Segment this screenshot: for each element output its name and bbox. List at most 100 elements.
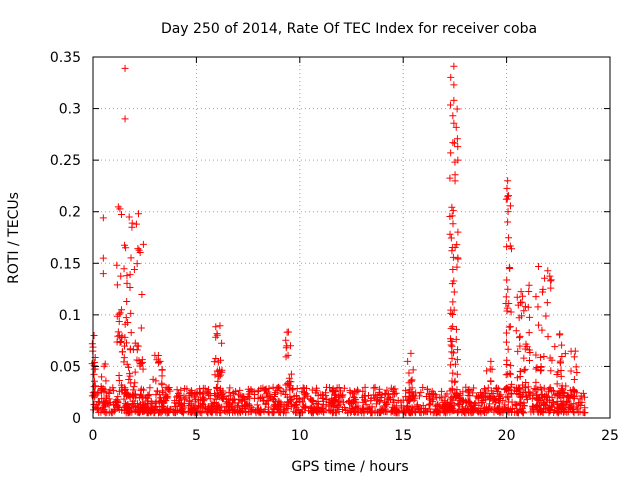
data-point bbox=[447, 361, 455, 369]
data-point bbox=[567, 347, 575, 355]
data-point bbox=[218, 366, 226, 374]
data-point bbox=[523, 343, 531, 351]
data-point bbox=[171, 403, 179, 411]
data-point bbox=[125, 375, 133, 383]
x-tick-label: 15 bbox=[394, 428, 412, 444]
data-point bbox=[578, 398, 586, 406]
data-point bbox=[542, 312, 550, 320]
data-point bbox=[199, 390, 207, 398]
data-point bbox=[116, 339, 124, 347]
data-point bbox=[90, 370, 98, 378]
y-tick-label: 0.25 bbox=[50, 153, 81, 169]
data-point bbox=[117, 381, 125, 389]
data-point bbox=[439, 404, 447, 412]
data-point bbox=[448, 354, 456, 362]
data-point bbox=[119, 348, 127, 356]
data-point bbox=[185, 390, 193, 398]
data-point bbox=[504, 393, 512, 401]
y-tick-label: 0.05 bbox=[50, 359, 81, 375]
data-point bbox=[529, 403, 537, 411]
data-point bbox=[200, 404, 208, 412]
data-point bbox=[505, 192, 513, 200]
data-point bbox=[381, 405, 389, 413]
data-point bbox=[547, 367, 555, 375]
data-point bbox=[517, 288, 525, 296]
data-point bbox=[367, 409, 375, 417]
data-point bbox=[508, 389, 516, 397]
data-point bbox=[449, 298, 457, 306]
data-point bbox=[301, 403, 309, 411]
data-point bbox=[90, 331, 98, 339]
data-point bbox=[359, 387, 367, 395]
data-point bbox=[359, 398, 367, 406]
data-point bbox=[543, 299, 551, 307]
x-tick-label: 5 bbox=[192, 428, 201, 444]
data-point bbox=[550, 399, 558, 407]
data-point bbox=[446, 404, 454, 412]
data-point bbox=[561, 350, 569, 358]
data-point bbox=[218, 393, 226, 401]
data-point bbox=[508, 380, 516, 388]
data-point bbox=[484, 393, 492, 401]
data-point bbox=[298, 398, 306, 406]
data-point bbox=[537, 363, 545, 371]
data-point bbox=[138, 356, 146, 364]
data-point bbox=[419, 383, 427, 391]
data-point bbox=[450, 139, 458, 147]
data-point bbox=[452, 335, 460, 343]
data-point bbox=[128, 223, 136, 231]
data-point bbox=[238, 397, 246, 405]
data-point bbox=[392, 389, 400, 397]
x-tick-label: 20 bbox=[498, 428, 516, 444]
data-point bbox=[126, 284, 134, 292]
data-point bbox=[254, 394, 262, 402]
data-point bbox=[113, 338, 121, 346]
data-point bbox=[570, 375, 578, 383]
data-point bbox=[548, 356, 556, 364]
data-point bbox=[446, 230, 454, 238]
data-point bbox=[513, 293, 521, 301]
data-point bbox=[371, 407, 379, 415]
data-point bbox=[319, 408, 327, 416]
data-point bbox=[314, 400, 322, 408]
data-point bbox=[515, 334, 523, 342]
data-point bbox=[286, 393, 294, 401]
data-point bbox=[131, 407, 139, 415]
data-point bbox=[408, 384, 416, 392]
data-point bbox=[449, 220, 457, 228]
data-point bbox=[136, 362, 144, 370]
data-point bbox=[127, 309, 135, 317]
data-point bbox=[516, 332, 524, 340]
data-point bbox=[538, 326, 546, 334]
data-point bbox=[464, 387, 472, 395]
data-point bbox=[312, 389, 320, 397]
data-point bbox=[352, 388, 360, 396]
data-point bbox=[262, 385, 270, 393]
data-point bbox=[158, 407, 166, 415]
data-point bbox=[159, 406, 167, 414]
data-point bbox=[537, 391, 545, 399]
data-point bbox=[273, 384, 281, 392]
data-point bbox=[131, 379, 139, 387]
data-point bbox=[98, 373, 106, 381]
data-point bbox=[226, 400, 234, 408]
data-point bbox=[487, 387, 495, 395]
data-point bbox=[108, 409, 116, 417]
data-point bbox=[218, 339, 226, 347]
data-point bbox=[287, 342, 295, 350]
data-point bbox=[466, 399, 474, 407]
data-point bbox=[124, 391, 132, 399]
data-point bbox=[520, 307, 528, 315]
data-point bbox=[543, 398, 551, 406]
data-point bbox=[383, 386, 391, 394]
data-point bbox=[354, 402, 362, 410]
data-point bbox=[382, 389, 390, 397]
data-point bbox=[135, 408, 143, 416]
data-point bbox=[449, 369, 457, 377]
data-point bbox=[124, 319, 132, 327]
data-point bbox=[123, 272, 131, 280]
data-point bbox=[469, 389, 477, 397]
data-point bbox=[173, 386, 181, 394]
data-point bbox=[121, 333, 129, 341]
data-point bbox=[454, 255, 462, 263]
